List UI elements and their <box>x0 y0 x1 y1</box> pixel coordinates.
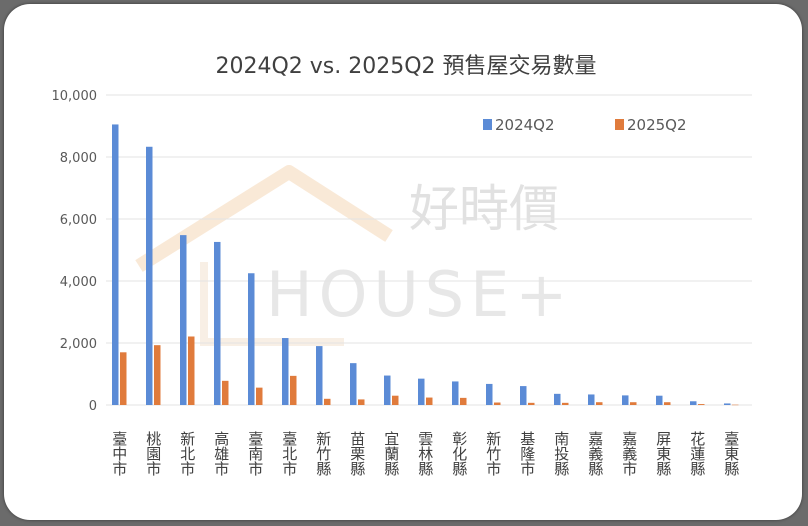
gridlines <box>106 94 752 406</box>
legend-swatch-2024q2 <box>483 119 492 130</box>
bar-2024q2-10 <box>452 381 459 405</box>
x-tick-label: 宜蘭縣 <box>382 431 400 476</box>
y-tick-label: 2,000 <box>60 337 97 352</box>
x-tick-label: 高雄市 <box>212 431 230 476</box>
x-tick-label: 嘉義市 <box>620 431 638 476</box>
bar-2024q2-12 <box>520 386 527 405</box>
bar-2024q2-5 <box>282 338 289 405</box>
x-tick-label: 屏東縣 <box>654 431 672 476</box>
watermark-wall-icon <box>200 262 344 346</box>
watermark-logo: 好時價 HOUSE+ <box>135 165 573 346</box>
bar-2024q2-16 <box>656 395 663 405</box>
bar-2025q2-16 <box>664 402 671 405</box>
bar-2025q2-7 <box>358 399 365 405</box>
bar-chart: 好時價 HOUSE+ 2024Q2 vs. 2025Q2 預售屋交易數量 0 2,… <box>52 54 752 476</box>
chart-title: 2024Q2 vs. 2025Q2 預售屋交易數量 <box>215 54 596 79</box>
chart-card: 好時價 HOUSE+ 2024Q2 vs. 2025Q2 預售屋交易數量 0 2,… <box>4 4 802 520</box>
x-tick-label: 臺南市 <box>246 431 264 476</box>
watermark-en: HOUSE+ <box>266 258 573 331</box>
bar-2025q2-3 <box>222 380 229 405</box>
bar-2024q2-0 <box>112 124 119 405</box>
bar-2024q2-13 <box>554 393 561 405</box>
bar-2025q2-18 <box>732 404 739 406</box>
x-tick-label: 桃園市 <box>144 431 162 476</box>
x-tick-label: 新竹縣 <box>314 431 332 476</box>
x-tick-label: 基隆市 <box>518 431 536 476</box>
legend: 2024Q2 2025Q2 <box>483 116 687 134</box>
y-tick-label: 6,000 <box>60 213 97 228</box>
bar-2024q2-14 <box>588 394 595 405</box>
bar-2025q2-6 <box>324 398 331 405</box>
x-tick-label: 南投縣 <box>552 431 570 476</box>
bar-2025q2-0 <box>120 352 127 405</box>
x-tick-label: 臺北市 <box>280 431 298 476</box>
watermark-cn: 好時價 <box>409 180 559 238</box>
x-tick-label: 新北市 <box>178 431 196 476</box>
y-tick-label: 8,000 <box>60 151 97 166</box>
bar-2025q2-14 <box>596 402 603 405</box>
bar-2025q2-8 <box>392 395 399 405</box>
bar-2024q2-15 <box>622 395 629 405</box>
x-tick-label: 苗栗縣 <box>348 431 366 476</box>
x-tick-label: 嘉義縣 <box>586 431 604 476</box>
legend-label-2025q2: 2025Q2 <box>627 116 687 134</box>
x-axis: 臺中市 桃園市 新北市 高雄市 臺南市 臺北市 新竹縣 苗栗縣 宜蘭縣 雲林縣 彰化縣 新竹市 基隆市南… <box>110 430 740 476</box>
bar-2025q2-17 <box>698 404 705 405</box>
x-tick-label: 新竹市 <box>484 431 502 476</box>
bar-2024q2-4 <box>248 273 255 405</box>
y-tick-label: 4,000 <box>60 275 97 290</box>
bar-2024q2-17 <box>690 401 697 405</box>
bar-2024q2-11 <box>486 383 493 405</box>
y-tick-label: 10,000 <box>52 89 98 104</box>
bar-2025q2-1 <box>154 345 161 405</box>
bar-2025q2-9 <box>426 397 433 405</box>
bar-2024q2-6 <box>316 346 323 405</box>
bars <box>112 124 739 406</box>
y-tick-label: 0 <box>89 399 97 414</box>
x-tick-label: 雲林縣 <box>416 431 434 476</box>
bar-2024q2-3 <box>214 241 221 405</box>
bar-2024q2-2 <box>180 235 187 405</box>
bar-2025q2-15 <box>630 402 637 405</box>
x-tick-label: 臺中市 <box>110 431 128 476</box>
bar-2024q2-1 <box>146 146 153 405</box>
x-tick-label: 彰化縣 <box>450 430 468 476</box>
bar-2025q2-2 <box>188 336 195 405</box>
bar-2025q2-10 <box>460 397 467 405</box>
bar-2025q2-12 <box>528 402 535 405</box>
bar-2024q2-8 <box>384 375 391 405</box>
bar-2024q2-9 <box>418 378 425 405</box>
bar-2025q2-5 <box>290 375 297 405</box>
bar-2024q2-7 <box>350 363 357 405</box>
legend-swatch-2025q2 <box>615 119 624 130</box>
y-axis: 0 2,000 4,000 6,000 8,000 10,000 <box>52 89 98 414</box>
bar-2024q2-18 <box>724 403 731 405</box>
bar-2025q2-13 <box>562 402 569 405</box>
x-tick-label: 臺東縣 <box>722 431 740 476</box>
bar-2025q2-11 <box>494 402 501 405</box>
x-tick-label: 花蓮縣 <box>688 431 706 476</box>
watermark-roof-icon <box>135 165 393 272</box>
bar-2025q2-4 <box>256 387 263 405</box>
legend-label-2024q2: 2024Q2 <box>495 116 555 134</box>
